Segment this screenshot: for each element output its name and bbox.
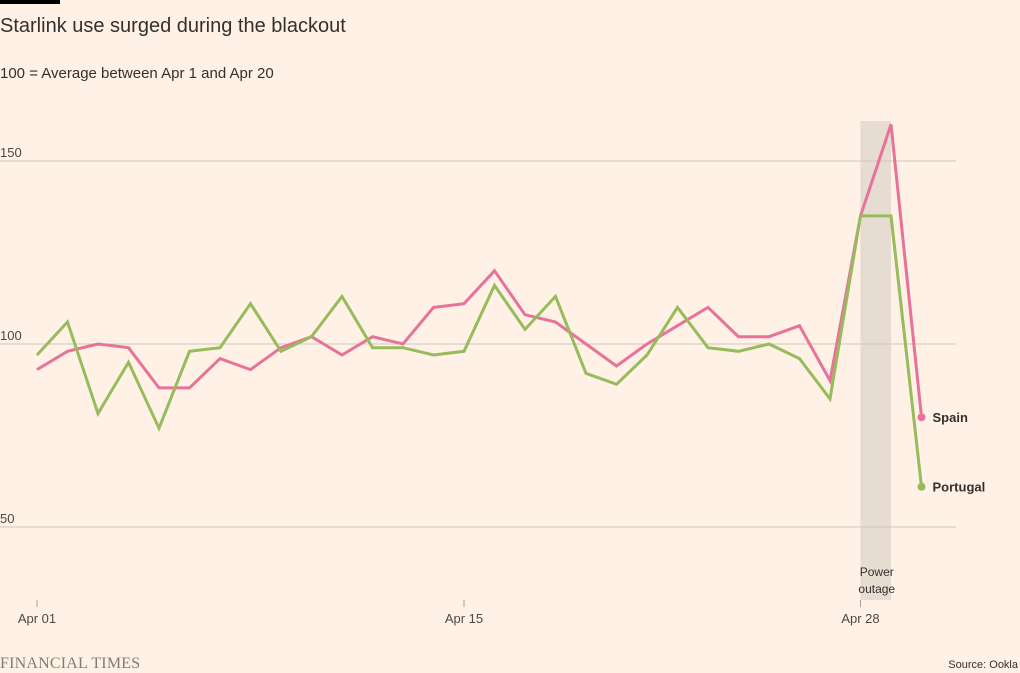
source-note: Source: Ookla [948, 659, 1018, 671]
y-tick-label-100: 100 [0, 328, 22, 343]
x-tick-label-apr-01: Apr 01 [18, 611, 56, 626]
x-tick-label-apr-28: Apr 28 [841, 611, 879, 626]
portugal-endpoint [917, 482, 926, 491]
y-tick-label-150: 150 [0, 145, 22, 160]
spain-line [36, 123, 923, 418]
ft-logo: FINANCIAL TIMES [0, 655, 141, 672]
x-tick-label-apr-15: Apr 15 [445, 611, 483, 626]
power-outage-label: Power outage [858, 565, 895, 596]
portugal-line [35, 214, 923, 487]
chart-title: Starlink use surged during the blackout [0, 15, 346, 37]
power-outage-band [860, 121, 891, 600]
portugal-series-label: Portugal [933, 480, 986, 495]
spain-series-label: Spain [933, 410, 968, 425]
brand-bar [0, 0, 60, 4]
chart-subtitle: 100 = Average between Apr 1 and Apr 20 [0, 65, 274, 82]
spain-endpoint [917, 413, 926, 422]
y-tick-label-50: 50 [0, 511, 14, 526]
